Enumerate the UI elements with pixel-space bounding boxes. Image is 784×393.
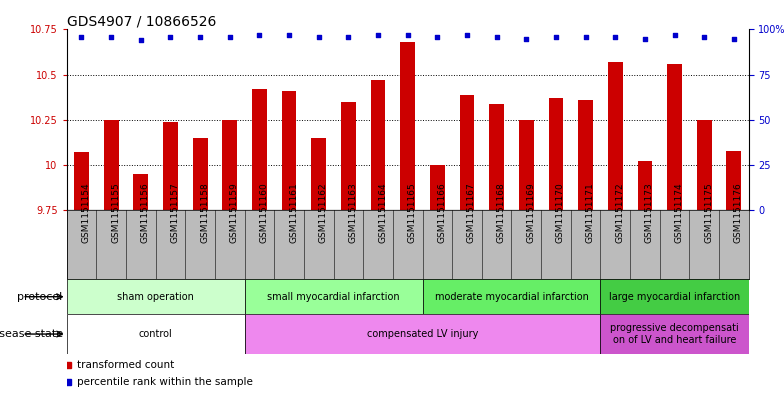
Bar [549, 98, 564, 210]
Bar [163, 122, 178, 210]
Text: GSM1151160: GSM1151160 [260, 182, 268, 243]
Text: GSM1151162: GSM1151162 [319, 182, 328, 242]
Bar [697, 120, 712, 210]
Bar [74, 152, 89, 210]
Point [609, 33, 622, 40]
Text: progressive decompensati
on of LV and heart failure: progressive decompensati on of LV and he… [610, 323, 739, 345]
Text: GSM1151168: GSM1151168 [496, 182, 506, 243]
Bar [727, 151, 742, 210]
Bar [341, 102, 356, 210]
Point [550, 33, 562, 40]
Bar [67, 279, 245, 314]
Text: GSM1151169: GSM1151169 [526, 182, 535, 243]
Bar [67, 314, 245, 354]
Text: GSM1151171: GSM1151171 [586, 182, 594, 243]
Text: small myocardial infarction: small myocardial infarction [267, 292, 400, 302]
Bar [489, 104, 504, 210]
Text: GSM1151157: GSM1151157 [170, 182, 180, 243]
Bar [578, 100, 593, 210]
Text: GSM1151176: GSM1151176 [734, 182, 743, 243]
Point [579, 33, 592, 40]
Text: GSM1151155: GSM1151155 [111, 182, 120, 243]
Point [135, 37, 147, 44]
Bar [245, 314, 601, 354]
Text: large myocardial infarction: large myocardial infarction [609, 292, 740, 302]
Bar [223, 120, 237, 210]
Bar [430, 165, 445, 210]
Point [75, 33, 88, 40]
Bar [252, 89, 267, 210]
Text: compensated LV injury: compensated LV injury [367, 329, 478, 339]
Bar [637, 162, 652, 210]
Point [728, 35, 740, 42]
Text: GSM1151167: GSM1151167 [467, 182, 476, 243]
Point [164, 33, 176, 40]
Bar [423, 279, 601, 314]
Text: GSM1151161: GSM1151161 [289, 182, 298, 243]
Bar [519, 120, 534, 210]
Bar [601, 314, 749, 354]
Point [490, 33, 503, 40]
Text: sham operation: sham operation [117, 292, 194, 302]
Point [431, 33, 444, 40]
Bar [103, 120, 118, 210]
Point [520, 35, 532, 42]
Text: GSM1151158: GSM1151158 [200, 182, 209, 243]
Text: GSM1151170: GSM1151170 [556, 182, 565, 243]
Text: GSM1151173: GSM1151173 [645, 182, 654, 243]
Point [698, 33, 710, 40]
Text: GSM1151156: GSM1151156 [141, 182, 150, 243]
Bar [401, 42, 415, 210]
Bar [133, 174, 148, 210]
Text: GSM1151172: GSM1151172 [615, 182, 624, 242]
Text: percentile rank within the sample: percentile rank within the sample [77, 377, 252, 387]
Text: GSM1151166: GSM1151166 [437, 182, 446, 243]
Text: transformed count: transformed count [77, 360, 174, 370]
Point [372, 32, 384, 38]
Point [223, 33, 236, 40]
Text: GSM1151164: GSM1151164 [378, 182, 387, 242]
Text: control: control [139, 329, 172, 339]
Point [461, 32, 474, 38]
Text: GSM1151159: GSM1151159 [230, 182, 239, 243]
Point [283, 32, 296, 38]
Text: GSM1151154: GSM1151154 [82, 182, 90, 242]
Bar [459, 95, 474, 210]
Text: moderate myocardial infarction: moderate myocardial infarction [434, 292, 589, 302]
Point [253, 32, 266, 38]
Point [342, 33, 354, 40]
Text: GSM1151174: GSM1151174 [674, 182, 684, 242]
Text: GSM1151165: GSM1151165 [408, 182, 416, 243]
Text: GSM1151175: GSM1151175 [704, 182, 713, 243]
Point [313, 33, 325, 40]
Point [639, 35, 652, 42]
Text: GDS4907 / 10866526: GDS4907 / 10866526 [67, 14, 216, 28]
Point [105, 33, 118, 40]
Text: protocol: protocol [17, 292, 63, 302]
Bar [281, 91, 296, 210]
Bar [193, 138, 208, 210]
Bar [311, 138, 326, 210]
Bar [667, 64, 682, 210]
Text: disease state: disease state [0, 329, 63, 339]
Point [401, 32, 414, 38]
Bar [371, 80, 386, 210]
Point [194, 33, 206, 40]
Bar [608, 62, 622, 210]
Bar [601, 279, 749, 314]
Point [668, 32, 681, 38]
Bar [245, 279, 423, 314]
Text: GSM1151163: GSM1151163 [348, 182, 358, 243]
